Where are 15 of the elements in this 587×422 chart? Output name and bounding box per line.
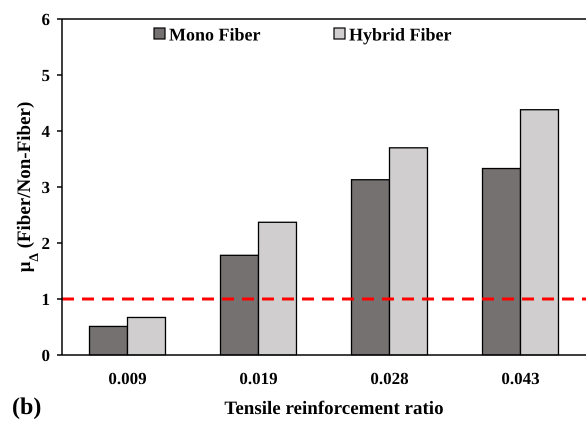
y-tick-label: 2 <box>42 234 50 253</box>
x-tick-label: 0.028 <box>370 369 409 388</box>
legend-label: Hybrid Fiber <box>349 24 452 44</box>
y-tick-label: 0 <box>42 346 50 365</box>
x-tick-label: 0.009 <box>108 369 147 388</box>
y-tick-label: 4 <box>42 122 50 141</box>
y-tick-label: 3 <box>42 178 50 197</box>
x-tick-label: 0.019 <box>239 369 278 388</box>
x-axis-title: Tensile reinforcement ratio <box>224 398 444 419</box>
y-tick-label: 5 <box>42 66 50 85</box>
text: (b) <box>12 394 42 420</box>
y-tick-label: 6 <box>42 10 50 29</box>
legend-label: Mono Fiber <box>169 24 260 44</box>
x-tick-label: 0.043 <box>501 369 540 388</box>
y-tick-label: 1 <box>42 290 50 309</box>
